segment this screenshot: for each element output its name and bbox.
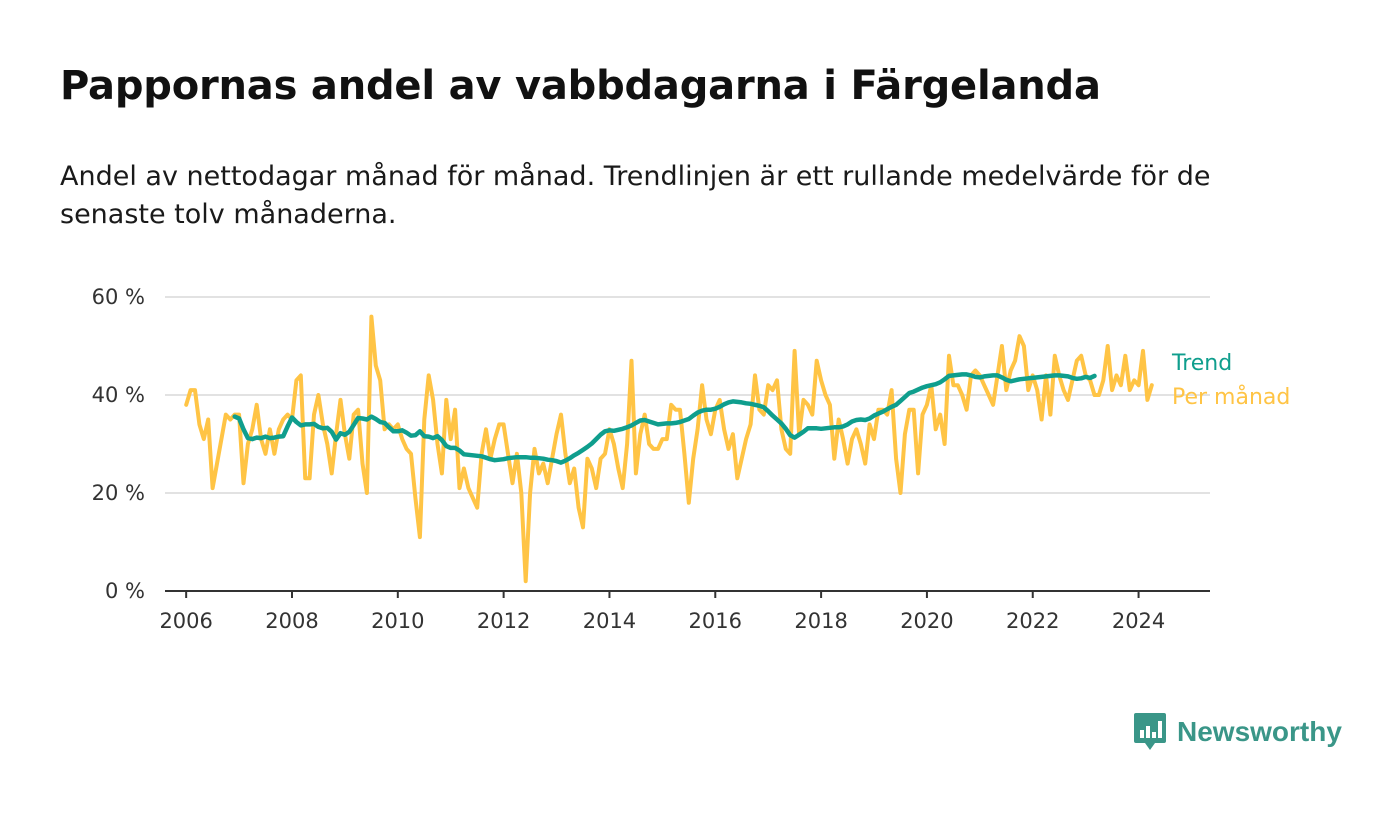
- brand-logo[interactable]: Newsworthy: [1133, 712, 1342, 752]
- y-tick-label-20: 20 %: [92, 481, 145, 505]
- x-tick-label-2010: 2010: [371, 609, 424, 633]
- legend-label-trend: Trend: [1171, 351, 1232, 376]
- brand-name: Newsworthy: [1177, 716, 1342, 747]
- x-tick-label-2016: 2016: [689, 609, 742, 633]
- y-axis-labels: 0 % 20 % 40 % 60 %: [92, 285, 145, 603]
- series-lines: [184, 314, 1154, 584]
- newsworthy-logo-icon: [1134, 713, 1166, 750]
- x-tick-label-2022: 2022: [1006, 609, 1059, 633]
- x-tick-label-2014: 2014: [583, 609, 636, 633]
- series-line-per-m-nad: [184, 314, 1154, 584]
- y-tick-label-0: 0 %: [105, 579, 145, 603]
- legend: Per månad Trend: [1171, 351, 1290, 410]
- legend-label-per-m-nad: Per månad: [1172, 384, 1290, 410]
- chart-title: Pappornas andel av vabbdagarna i Färgela…: [60, 63, 1101, 109]
- chart-subtitle: Andel av nettodagar månad för månad. Tre…: [60, 161, 1211, 230]
- y-tick-label-40: 40 %: [92, 383, 145, 407]
- x-tick-label-2008: 2008: [265, 609, 318, 633]
- x-tick-label-2024: 2024: [1112, 609, 1165, 633]
- x-tick-label-2018: 2018: [794, 609, 847, 633]
- series-line-trend: [232, 372, 1097, 465]
- x-tick-label-2012: 2012: [477, 609, 530, 633]
- x-tick-label-2006: 2006: [159, 609, 212, 633]
- y-tick-label-60: 60 %: [92, 285, 145, 309]
- x-axis: 2006 2008 2010 2012 2014 2016 2018 2020 2022 2024: [159, 590, 1210, 633]
- x-tick-label-2020: 2020: [900, 609, 953, 633]
